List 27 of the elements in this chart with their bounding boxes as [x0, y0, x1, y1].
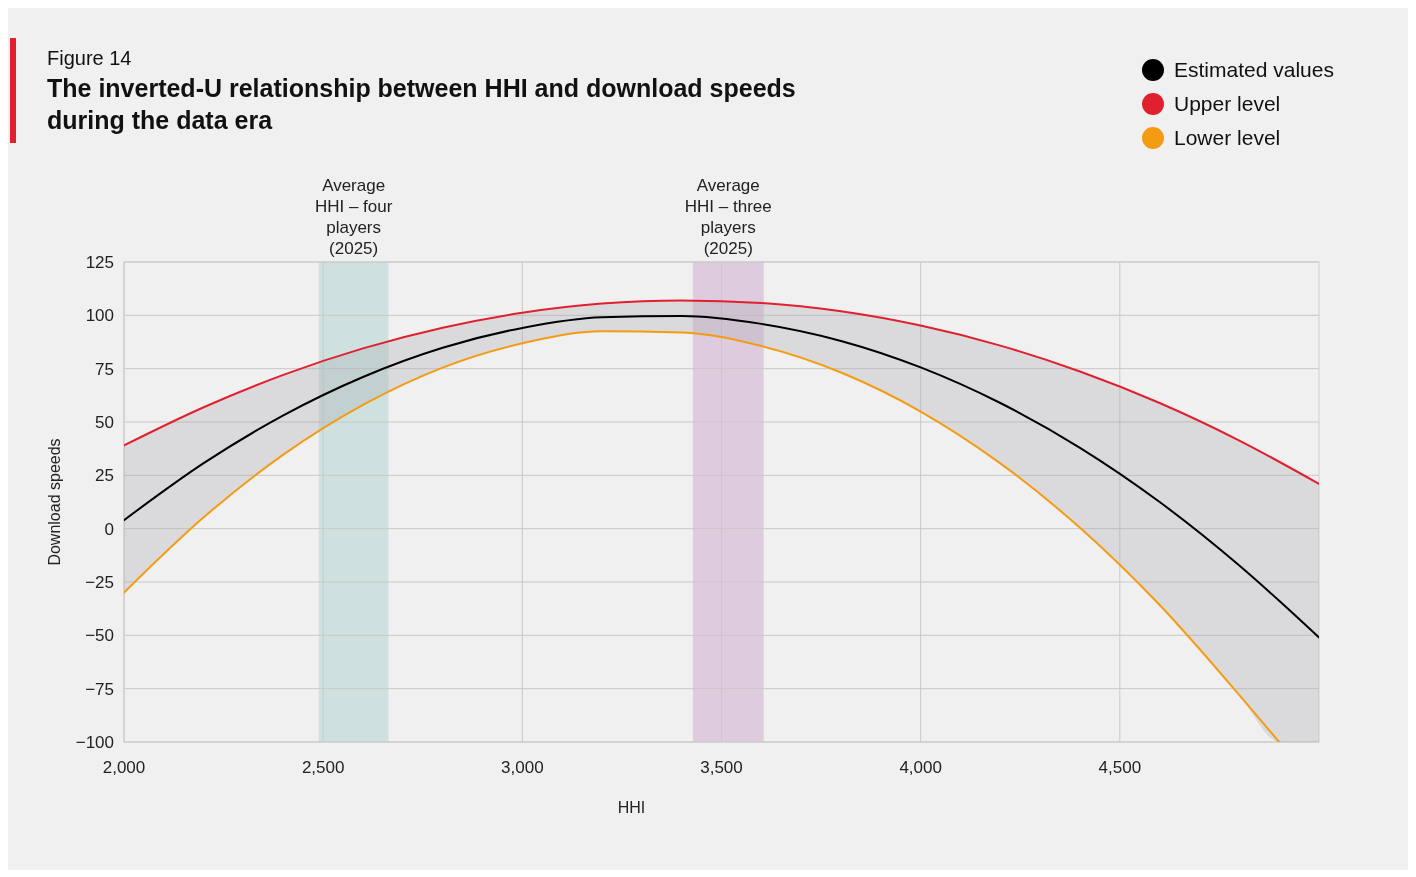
legend-label: Estimated values	[1174, 58, 1334, 81]
line-series	[124, 314, 1319, 639]
y-axis-title: Download speeds	[46, 438, 63, 566]
chart-subtitle: Figure 14	[47, 47, 132, 69]
legend-label: Upper level	[1174, 92, 1281, 115]
x-tick-label: 2,500	[301, 758, 345, 777]
y-tick-label: −25	[85, 573, 114, 592]
y-tick-label: 50	[95, 413, 114, 432]
y-tick-label: −75	[85, 679, 114, 699]
band-label: Average HHI – three players (2025)	[684, 176, 772, 258]
band-label: Average HHI – four players (2025)	[314, 176, 393, 258]
y-tick-label: 75	[95, 359, 114, 379]
x-tick-label: 4,000	[899, 758, 942, 777]
y-tick-label: −100	[75, 733, 114, 752]
y-tick-label: 25	[95, 466, 114, 486]
y-tick-label: 0	[104, 519, 114, 539]
x-tick-label: 4,500	[1098, 758, 1142, 777]
y-tick-label: −50	[85, 626, 114, 646]
legend-label: Lower level	[1174, 126, 1281, 149]
x-axis-title: HHI	[617, 799, 646, 816]
x-tick-label: 3,500	[700, 758, 743, 777]
chart-title: The inverted-U relationship between HHI and download speeds during the data era	[47, 74, 796, 134]
x-tick-label: 3,000	[501, 758, 544, 777]
x-tick-label: 2,000	[102, 758, 146, 777]
y-tick-label: 100	[85, 306, 114, 326]
y-tick-label: 125	[85, 253, 114, 272]
line-series	[124, 299, 1319, 485]
